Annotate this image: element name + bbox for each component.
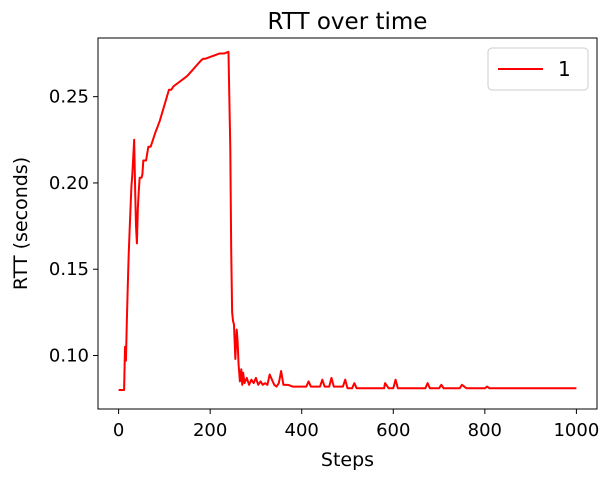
x-tick-label: 400 — [285, 420, 319, 441]
x-tick-label: 600 — [376, 420, 410, 441]
y-tick-label: 0.15 — [49, 259, 89, 280]
y-tick-label: 0.10 — [49, 346, 89, 367]
legend-label-series-1: 1 — [558, 57, 571, 81]
y-tick-label: 0.20 — [49, 173, 89, 194]
plot-area — [118, 50, 577, 392]
series-line-1 — [118, 50, 577, 392]
x-tick-label: 1000 — [553, 420, 599, 441]
legend: 1 — [487, 47, 589, 91]
x-tick-label: 200 — [193, 420, 227, 441]
y-axis-title: RTT (seconds) — [10, 157, 32, 290]
axes: 0 200 400 600 800 1000 0.10 0.15 0.20 0.25 — [49, 37, 599, 441]
x-tick-label: 0 — [113, 420, 124, 441]
x-tick-label: 800 — [468, 420, 502, 441]
plot-frame — [97, 37, 598, 410]
x-axis-title: Steps — [321, 449, 374, 471]
chart-title: RTT over time — [268, 9, 428, 35]
y-tick-label: 0.25 — [49, 87, 89, 108]
